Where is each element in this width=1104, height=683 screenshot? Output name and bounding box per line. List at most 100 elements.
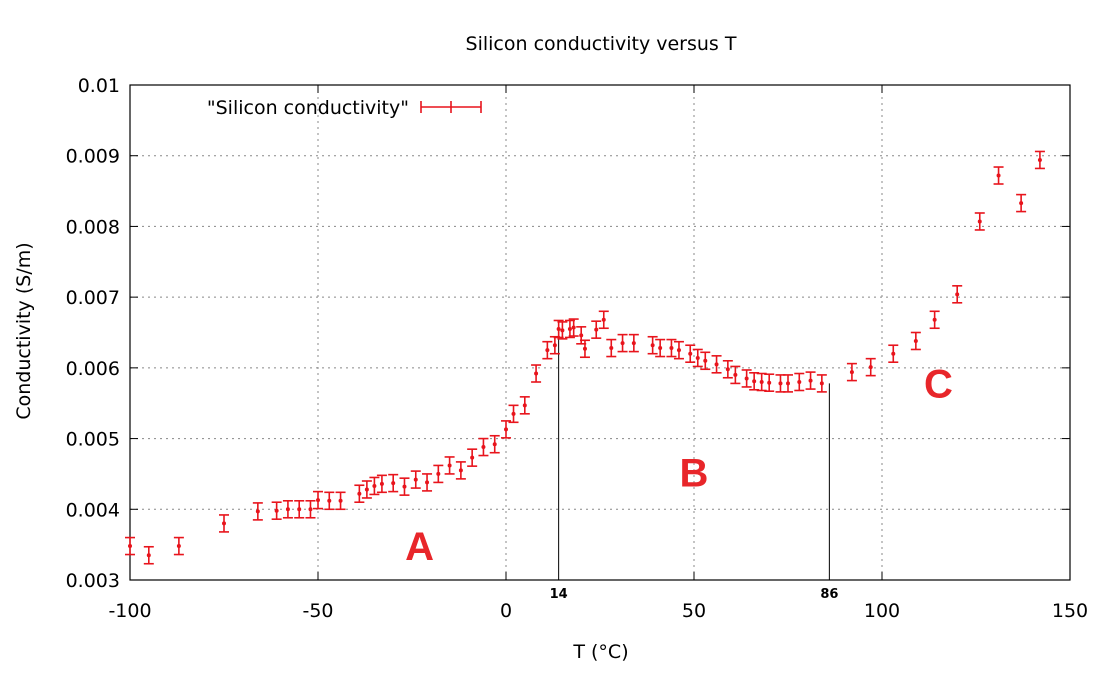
point-marker: [669, 346, 674, 351]
data-point: [219, 514, 229, 533]
point-marker: [819, 381, 824, 386]
point-marker: [868, 365, 873, 370]
point-marker: [458, 468, 463, 473]
data-point: [722, 359, 733, 379]
point-marker: [425, 480, 430, 485]
y-tick-label: 0.006: [66, 358, 120, 380]
y-tick-label: 0.007: [66, 287, 120, 309]
point-marker: [676, 348, 681, 353]
axis-ticks: -100 -50 0 50 100 150 0.003 0.004 0.005 0.006 0.00…: [66, 75, 1089, 622]
marker-label: 86: [820, 587, 838, 602]
x-tick-label: 150: [1052, 600, 1088, 622]
point-marker: [402, 484, 407, 489]
x-tick-label: -100: [108, 600, 151, 622]
data-point: [628, 333, 639, 353]
data-point: [756, 372, 767, 392]
data-point: [700, 351, 711, 371]
data-point: [865, 357, 876, 377]
data-point: [271, 501, 282, 520]
data-point: [579, 339, 590, 359]
point-marker: [504, 427, 508, 432]
data-point: [324, 491, 335, 511]
x-tick-label: 50: [682, 600, 706, 622]
data-point: [282, 499, 293, 519]
data-point: [993, 166, 1004, 185]
data-point: [685, 344, 696, 364]
data-point: [294, 499, 305, 519]
grid-lines: [130, 85, 1070, 580]
data-point: [410, 470, 421, 489]
data-point: [455, 461, 466, 480]
point-marker: [658, 346, 663, 351]
y-tick-label: 0.003: [66, 570, 120, 592]
point-marker: [579, 333, 584, 338]
point-marker: [308, 507, 313, 512]
region-label: B: [680, 452, 709, 496]
point-marker: [631, 341, 636, 346]
point-marker: [695, 355, 700, 360]
data-point: [501, 420, 511, 439]
point-marker: [274, 508, 279, 513]
point-marker: [556, 326, 561, 331]
data-point: [647, 335, 658, 355]
point-marker: [413, 477, 418, 482]
point-marker: [996, 173, 1001, 178]
point-marker: [364, 487, 369, 492]
legend: "Silicon conductivity": [207, 97, 482, 119]
data-point: [888, 344, 899, 364]
point-marker: [447, 463, 452, 468]
point-marker: [609, 346, 614, 351]
data-point: [489, 434, 500, 454]
data-point: [1034, 150, 1045, 170]
data-point: [1016, 193, 1027, 213]
data-point: [591, 320, 602, 339]
marker-label: 14: [550, 587, 568, 602]
data-point: [361, 480, 372, 499]
point-marker: [955, 292, 960, 297]
plot-frame: [129, 84, 1071, 581]
data-point: [666, 338, 677, 358]
data-points: [125, 150, 1045, 565]
x-tick-label: -50: [302, 600, 333, 622]
point-marker: [567, 326, 572, 331]
y-tick-label: 0.005: [66, 429, 120, 451]
point-marker: [176, 544, 181, 549]
point-marker: [255, 509, 260, 514]
point-marker: [338, 498, 343, 503]
data-point: [467, 448, 478, 467]
data-point: [388, 473, 399, 493]
data-point: [508, 404, 519, 424]
point-marker: [297, 507, 302, 512]
data-point: [553, 319, 564, 339]
point-marker: [545, 348, 550, 353]
point-marker: [285, 507, 290, 512]
data-point: [910, 331, 921, 351]
point-marker: [534, 371, 539, 376]
point-marker: [767, 380, 772, 385]
y-tick-label: 0.009: [66, 146, 120, 168]
point-marker: [372, 483, 377, 488]
data-point: [173, 536, 184, 556]
data-point: [542, 340, 553, 360]
point-marker: [379, 481, 384, 486]
point-marker: [522, 403, 527, 408]
point-marker: [620, 341, 625, 346]
point-marker: [594, 327, 599, 332]
data-point: [143, 545, 154, 565]
point-marker: [327, 498, 332, 503]
point-marker: [759, 380, 764, 384]
data-point: [335, 491, 346, 511]
data-point: [805, 371, 816, 390]
region-label: C: [924, 362, 953, 406]
data-point: [606, 338, 617, 358]
point-marker: [571, 325, 576, 330]
point-marker: [688, 351, 693, 356]
data-point: [598, 310, 609, 330]
data-point: [252, 502, 263, 521]
point-marker: [481, 445, 486, 450]
data-point: [741, 369, 752, 388]
point-marker: [744, 376, 749, 381]
point-marker: [1019, 201, 1024, 206]
data-point: [617, 333, 628, 353]
point-marker: [786, 381, 790, 386]
